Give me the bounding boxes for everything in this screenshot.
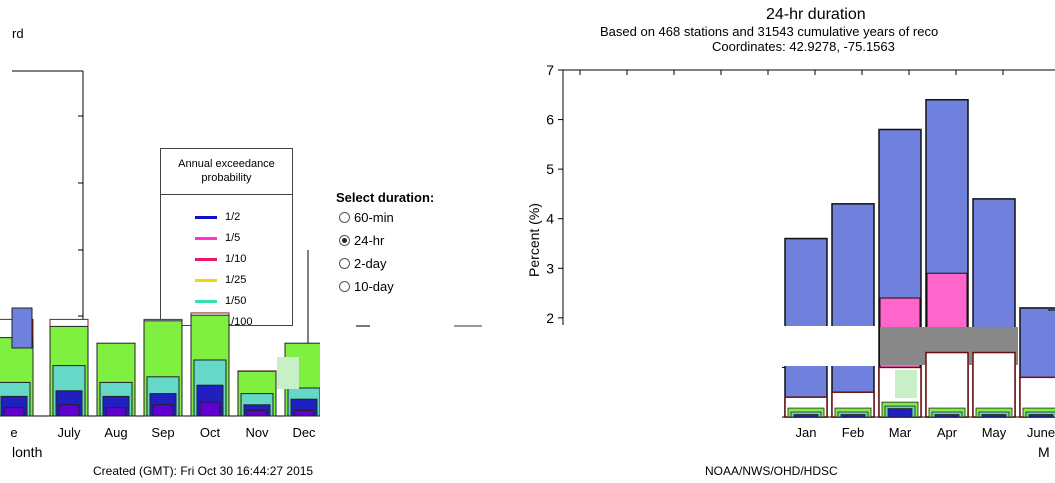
legend-item: 1/10 (195, 253, 246, 265)
left-x-tick-label: e (10, 425, 17, 440)
legend-swatch (195, 236, 217, 240)
legend-title: Annual exceedance probability (161, 149, 292, 195)
footer-credit: NOAA/NWS/OHD/HDSC (705, 464, 838, 478)
right-y-tick-label: 6 (546, 112, 554, 128)
right-bar-inner (840, 414, 866, 418)
right-bar-outline-1-100 (972, 351, 1016, 418)
legend-item: 1/25 (195, 274, 246, 286)
legend-swatch (195, 215, 217, 219)
right-y-tick-label: 5 (546, 161, 554, 177)
legend-title-line1: Annual exceedance (178, 158, 275, 170)
left-x-tick-label: Nov (245, 425, 269, 440)
legend-label: 1/100 (225, 316, 253, 328)
radio-button[interactable] (339, 212, 350, 223)
duration-option-label: 2-day (354, 256, 387, 271)
created-timestamp: Created (GMT): Fri Oct 30 16:44:27 2015 (93, 464, 314, 478)
left-bar-1/2 (246, 409, 268, 417)
legend-swatch (195, 278, 217, 282)
legend-label: 1/5 (225, 232, 241, 244)
legend-swatch (195, 257, 217, 261)
left-bar-1/2 (58, 404, 80, 417)
duration-option-2-day[interactable]: 2-day (339, 256, 387, 271)
right-y-axis-label: Percent (%) (526, 203, 542, 277)
middle-fragment-mark-2 (454, 325, 482, 327)
duration-option-label: 10-day (354, 279, 394, 294)
duration-option-label: 24-hr (354, 233, 385, 248)
right-x-tick-label: May (982, 425, 1007, 440)
left-x-tick-label: Aug (104, 425, 127, 440)
legend-title-line2: probability (201, 172, 252, 184)
left-x-tick-label: Sep (151, 425, 174, 440)
right-x-tick-label: Mar (889, 425, 912, 440)
left-x-axis-label: lonth (12, 444, 43, 460)
legend-swatch (195, 299, 217, 303)
legend-label: 1/25 (225, 274, 247, 286)
left-bar-1/2 (199, 401, 221, 417)
right-bar-1-2 (831, 203, 875, 418)
legend-box: Annual exceedance probability 1/2 1/5 1/10… (160, 148, 293, 328)
duration-option-60-min[interactable]: 60-min (339, 210, 394, 225)
right-x-axis-fragment: M (1038, 444, 1050, 460)
right-x-tick-label: June (1027, 425, 1055, 440)
left-bars-layer (0, 307, 320, 417)
duration-selector-label: Select duration: (336, 190, 435, 205)
radio-button[interactable] (339, 281, 350, 292)
left-bar-1/2 (293, 409, 315, 417)
left-header-fragment: rd (12, 26, 24, 41)
left-x-tick-label: July (57, 425, 81, 440)
radio-button[interactable] (339, 235, 350, 246)
legend-item: 1/2 (195, 211, 240, 223)
right-chart-title: 24-hr duration (766, 6, 866, 23)
right-y-tick-label: 3 (546, 260, 554, 276)
legend-label: 1/2 (225, 211, 241, 223)
legend-label: 1/50 (225, 295, 247, 307)
right-y-tick-label: 2 (546, 310, 554, 326)
left-bar-1/2 (105, 407, 127, 417)
legend-label: 1/10 (225, 253, 247, 265)
right-x-tick-label: Jan (796, 425, 817, 440)
duration-option-24-hr[interactable]: 24-hr (339, 233, 384, 248)
right-occlusion-mask-2 (782, 326, 878, 366)
right-bar-inner (793, 414, 819, 418)
right-bar-outline-1-100 (925, 351, 969, 418)
left-bar-highlight (277, 357, 299, 389)
legend-item: 1/5 (195, 232, 240, 244)
right-bar-inner (887, 408, 913, 418)
right-bar-inner (1028, 414, 1054, 418)
left-bar-1/2 (152, 404, 174, 417)
left-bar-partial-blue (11, 307, 33, 349)
legend-item: 1/50 (195, 295, 246, 307)
right-x-tick-label: Feb (842, 425, 864, 440)
right-bar-inner (981, 414, 1007, 418)
duration-option-label: 60-min (354, 210, 394, 225)
left-bar-1/2 (3, 407, 25, 417)
right-bar-inner (934, 414, 960, 418)
left-x-tick-label: Dec (292, 425, 316, 440)
right-y-tick-label: 4 (546, 211, 554, 227)
middle-fragment-mark (356, 325, 370, 327)
left-x-tick-label: Oct (200, 425, 221, 440)
duration-option-10-day[interactable]: 10-day (339, 279, 394, 294)
right-bar-highlight (895, 370, 917, 398)
right-occlusion-mask (500, 326, 782, 426)
right-x-tick-label: Apr (937, 425, 958, 440)
right-chart-subtitle2: Coordinates: 42.9278, -75.1563 (712, 39, 895, 54)
right-y-tick-label: 7 (546, 62, 554, 78)
radio-button[interactable] (339, 258, 350, 269)
right-chart-subtitle1: Based on 468 stations and 31543 cumulati… (600, 24, 939, 39)
